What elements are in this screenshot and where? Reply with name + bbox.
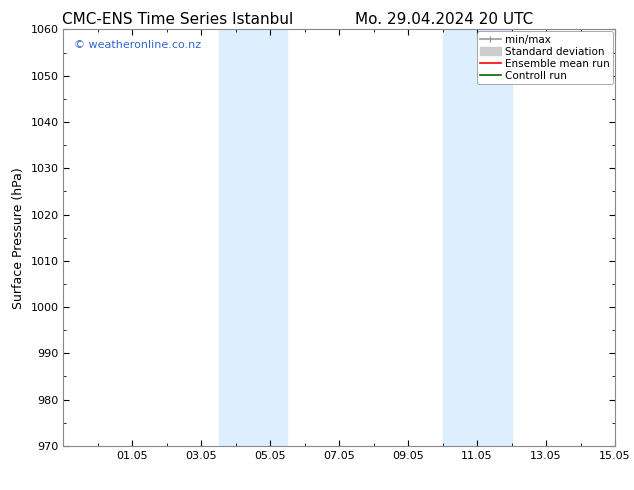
Bar xyxy=(443,29,512,446)
Y-axis label: Surface Pressure (hPa): Surface Pressure (hPa) xyxy=(12,167,25,309)
Legend: min/max, Standard deviation, Ensemble mean run, Controll run: min/max, Standard deviation, Ensemble me… xyxy=(477,31,613,84)
Bar xyxy=(219,29,287,446)
Text: © weatheronline.co.nz: © weatheronline.co.nz xyxy=(74,40,202,50)
Text: Mo. 29.04.2024 20 UTC: Mo. 29.04.2024 20 UTC xyxy=(354,12,533,27)
Text: CMC-ENS Time Series Istanbul: CMC-ENS Time Series Istanbul xyxy=(62,12,293,27)
